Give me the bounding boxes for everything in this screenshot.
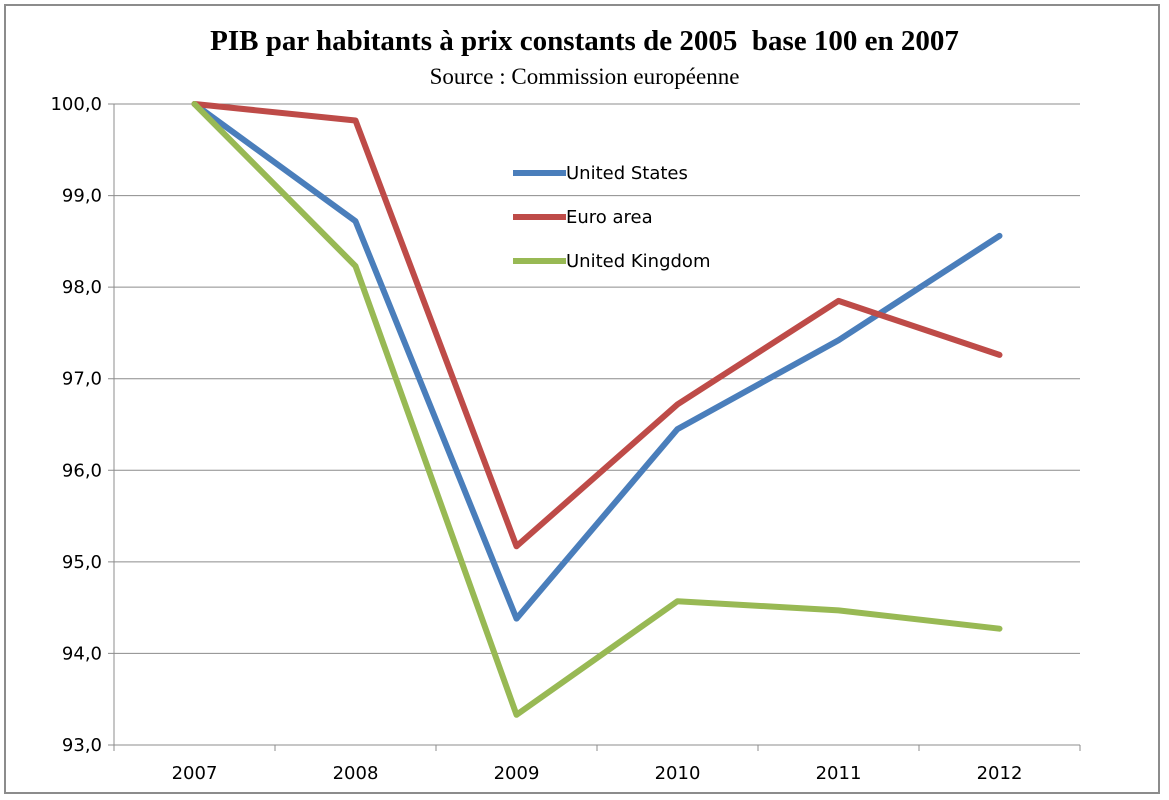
- legend-label: Euro area: [566, 207, 653, 228]
- y-tick-label: 96,0: [62, 460, 102, 481]
- x-tick-label: 2009: [494, 763, 540, 784]
- x-tick-label: 2007: [172, 763, 218, 784]
- y-tick-label: 99,0: [62, 186, 102, 207]
- y-tick-label: 94,0: [62, 643, 102, 664]
- x-tick-label: 2012: [977, 763, 1023, 784]
- x-tick-label: 2008: [333, 763, 379, 784]
- chart-subtitle: Source : Commission européenne: [429, 64, 740, 89]
- y-tick-label: 95,0: [62, 552, 102, 573]
- y-tick-label: 93,0: [62, 735, 102, 756]
- series-line-united-kingdom: [191, 101, 1003, 718]
- series-line-euro-area: [191, 101, 1003, 550]
- chart-frame: [4, 4, 1160, 794]
- y-tick-label: 97,0: [62, 369, 102, 390]
- legend-label: United Kingdom: [566, 251, 710, 272]
- chart-title: PIB par habitants à prix constants de 20…: [210, 25, 959, 57]
- y-tick-label: 98,0: [62, 277, 102, 298]
- series-line-united-states: [191, 101, 1003, 622]
- x-tick-label: 2010: [655, 763, 701, 784]
- legend-label: United States: [566, 163, 688, 184]
- y-tick-label: 100,0: [50, 94, 102, 115]
- x-tick-label: 2011: [816, 763, 862, 784]
